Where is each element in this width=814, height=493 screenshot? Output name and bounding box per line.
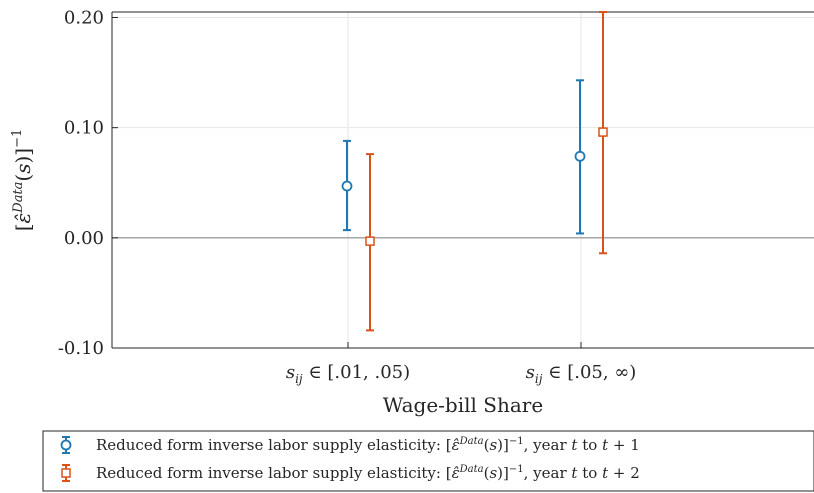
x-tick-label-2: sij ∈ [.05, ∞) (526, 362, 637, 386)
plot-area (112, 12, 814, 348)
series-layer (341, 11, 608, 332)
legend-marker-circle (60, 439, 72, 451)
x-axis-label: Wage-bill Share (383, 393, 543, 417)
x-tick-label-1: sij ∈ [.01, .05) (286, 362, 410, 386)
data-point-circle (574, 150, 586, 162)
legend-label-2: Reduced form inverse labor supply elasti… (96, 464, 640, 482)
data-point-circle (341, 180, 353, 192)
y-tick-label: 0.00 (64, 228, 104, 249)
legend: Reduced form inverse labor supply elasti… (42, 430, 814, 492)
data-point-square (365, 236, 375, 246)
legend-entry-1: Reduced form inverse labor supply elasti… (60, 436, 640, 454)
series-1 (341, 79, 586, 235)
data-point-square (598, 127, 608, 137)
y-tick-label: 0.20 (64, 8, 104, 29)
series-2 (365, 11, 608, 332)
legend-label-1: Reduced form inverse labor supply elasti… (96, 436, 640, 454)
legend-box (42, 430, 814, 492)
legend-entry-2: Reduced form inverse labor supply elasti… (61, 464, 640, 482)
y-tick-label: -0.10 (58, 338, 104, 359)
legend-marker-square (61, 468, 71, 478)
y-ticks: -0.10 0.00 0.10 0.20 (58, 8, 118, 359)
y-axis-label: [ε̂Data(s)]−1 (10, 129, 35, 232)
y-tick-label: 0.10 (64, 118, 104, 139)
